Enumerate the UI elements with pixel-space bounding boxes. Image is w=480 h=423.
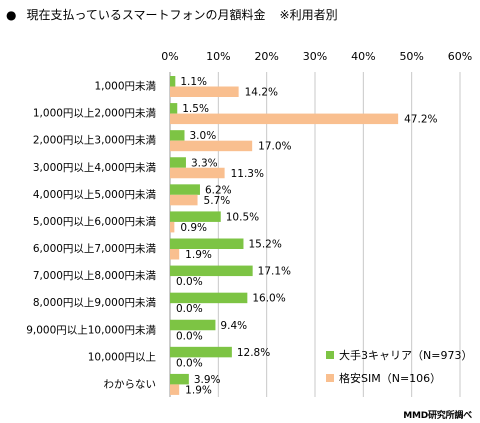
legend-label: 格安SIM（N=106） [339,371,441,385]
data-label: 10.5% [226,211,259,223]
category-label: 9,000円以上10,000円未満 [26,324,156,336]
bar-mvno [170,194,198,206]
bar-carrier [170,346,232,358]
data-label: 1.9% [185,384,212,396]
bar-mvno [170,249,180,260]
bar-carrier [170,103,178,114]
source-credit: MMD研究所調べ [403,411,472,421]
category-label: 3,000円以上4,000円未満 [33,162,157,174]
bar-mvno [170,86,239,97]
category-label: 1,000円以上2,000円未満 [33,108,157,120]
legend-swatch-carrier [326,351,334,359]
data-label: 3.3% [191,157,218,169]
category-label: 5,000円以上6,000円未満 [33,216,157,228]
title-text: 現在支払っているスマートフォンの月額料金 [26,8,266,22]
data-label: 0.0% [176,330,203,342]
chart-title: ● 現在支払っているスマートフォンの月額料金 ※利用者別 [6,6,338,23]
data-label: 16.0% [252,293,285,305]
bar-mvno [170,113,399,125]
category-label: 7,000円以上8,000円未満 [33,270,157,282]
bar-mvno [170,140,253,152]
data-label: 0.0% [176,276,203,288]
data-label: 17.1% [258,266,291,278]
data-label: 3.0% [190,130,217,142]
category-label: 4,000円以上5,000円未満 [33,189,157,201]
data-label: 1.1% [180,76,207,88]
data-label: 9.4% [220,320,247,332]
data-label: 15.2% [248,239,281,251]
bar-carrier [170,211,221,222]
data-label: 0.9% [180,222,207,234]
data-label: 1.5% [182,103,209,115]
bar-carrier [170,292,248,304]
x-tick-label: 20% [254,50,278,63]
x-tick-label: 0% [161,50,178,63]
data-label: 47.2% [404,114,437,126]
bar-carrier [170,157,186,168]
bar-carrier [170,76,176,87]
data-label: 17.0% [258,141,291,153]
bar-carrier [170,265,253,277]
data-label: 0.0% [176,303,203,315]
bar-carrier [170,319,216,331]
data-label: 12.8% [237,347,270,359]
x-tick-label: 30% [303,50,327,63]
x-tick-label: 50% [399,50,423,63]
data-label: 14.2% [245,87,278,99]
bar-carrier [170,238,244,249]
bar-carrier [170,184,200,195]
category-label: わからない [104,378,157,390]
category-label: 2,000円以上3,000円未満 [33,135,157,147]
bar-carrier [170,130,185,141]
x-tick-label: 60% [448,50,472,63]
bar-mvno [170,167,225,179]
data-label: 5.7% [204,195,231,207]
legend-label: 大手3キャリア（N=973） [339,348,472,362]
bar-mvno [170,384,180,395]
legend-swatch-mvno [326,374,334,382]
category-label: 10,000円以上 [88,351,156,363]
category-label: 8,000円以上9,000円未満 [33,297,157,309]
data-label: 3.9% [194,374,221,386]
title-bullet: ● [6,8,17,22]
category-label: 1,000円未満 [94,81,156,93]
data-label: 6.2% [205,184,232,196]
category-label: 6,000円以上7,000円未満 [33,243,157,255]
bar-carrier [170,373,189,385]
data-label: 11.3% [231,168,264,180]
bar-mvno [170,221,175,233]
data-label: 0.0% [176,357,203,369]
x-tick-label: 10% [206,50,230,63]
data-label: 1.9% [185,249,212,261]
x-tick-label: 40% [351,50,375,63]
title-note: ※利用者別 [279,8,338,22]
